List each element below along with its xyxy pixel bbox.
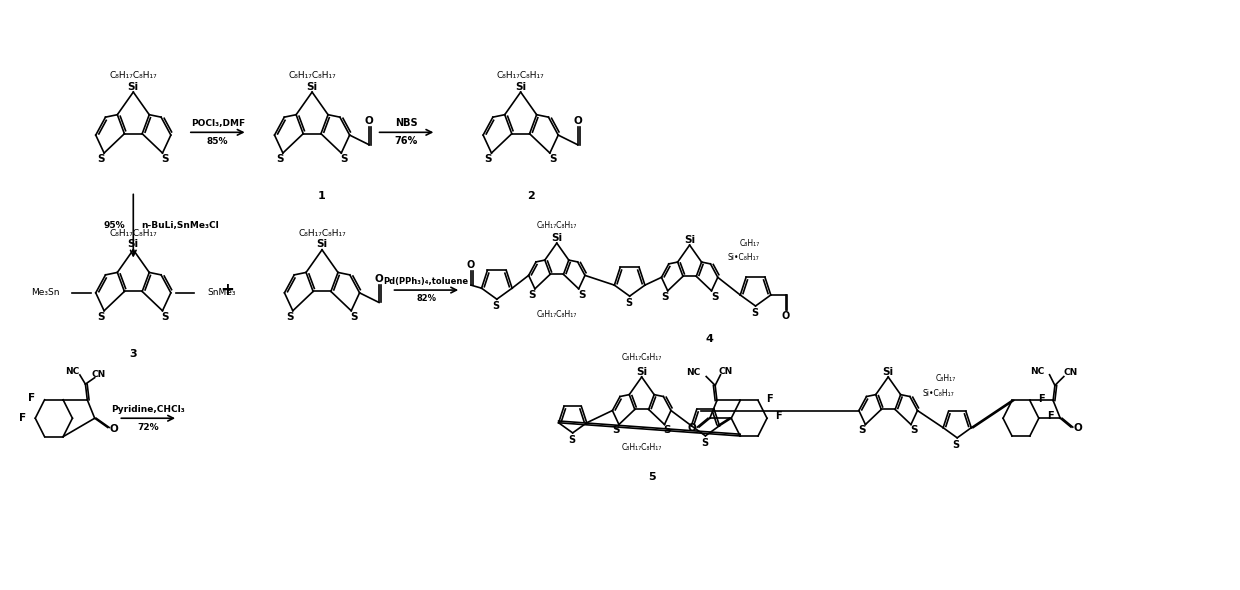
Text: CN: CN bbox=[92, 371, 105, 379]
Text: S: S bbox=[485, 154, 492, 164]
Text: O: O bbox=[374, 274, 383, 284]
Text: Si: Si bbox=[306, 81, 317, 91]
Text: O: O bbox=[1074, 423, 1083, 433]
Text: F: F bbox=[766, 394, 773, 404]
Text: S: S bbox=[858, 425, 867, 435]
Text: 85%: 85% bbox=[207, 137, 228, 146]
Text: S: S bbox=[341, 154, 348, 164]
Text: C₈H₁₇C₈H₁₇: C₈H₁₇C₈H₁₇ bbox=[298, 228, 346, 238]
Text: S: S bbox=[578, 290, 585, 300]
Text: POCl₃,DMF: POCl₃,DMF bbox=[191, 119, 244, 128]
Text: F: F bbox=[29, 393, 36, 403]
Text: 1: 1 bbox=[319, 191, 326, 201]
Text: 72%: 72% bbox=[138, 422, 159, 432]
Text: Si: Si bbox=[636, 366, 647, 376]
Text: S: S bbox=[351, 312, 358, 322]
Text: S: S bbox=[613, 425, 620, 435]
Text: Si: Si bbox=[515, 81, 526, 91]
Text: F: F bbox=[775, 411, 781, 421]
Text: 82%: 82% bbox=[417, 294, 436, 303]
Text: 5: 5 bbox=[647, 473, 656, 483]
Text: C₈H₁₇C₈H₁₇: C₈H₁₇C₈H₁₇ bbox=[109, 228, 157, 238]
Text: C₈H₁₇: C₈H₁₇ bbox=[739, 239, 759, 248]
Text: S: S bbox=[549, 154, 557, 164]
Text: NC: NC bbox=[66, 367, 79, 376]
Text: F: F bbox=[1038, 394, 1044, 404]
Text: C₈H₁₇C₈H₁₇: C₈H₁₇C₈H₁₇ bbox=[621, 353, 662, 362]
Text: O: O bbox=[688, 423, 697, 433]
Text: 3: 3 bbox=[129, 349, 138, 359]
Text: Si•C₈H₁₇: Si•C₈H₁₇ bbox=[728, 253, 759, 262]
Text: S: S bbox=[528, 290, 536, 300]
Text: NBS: NBS bbox=[396, 119, 418, 129]
Text: SnMe₃: SnMe₃ bbox=[207, 289, 236, 297]
Text: 4: 4 bbox=[706, 335, 713, 345]
Text: Si: Si bbox=[316, 240, 327, 250]
Text: Si: Si bbox=[128, 81, 139, 91]
Text: 95%: 95% bbox=[104, 221, 125, 231]
Text: S: S bbox=[286, 312, 294, 322]
Text: n-BuLi,SnMe₃Cl: n-BuLi,SnMe₃Cl bbox=[141, 221, 219, 231]
Text: Si: Si bbox=[552, 232, 563, 242]
Text: S: S bbox=[568, 435, 575, 445]
Text: Pyridine,CHCl₃: Pyridine,CHCl₃ bbox=[112, 405, 185, 414]
Text: NC: NC bbox=[1030, 367, 1044, 376]
Text: S: S bbox=[98, 154, 105, 164]
Text: S: S bbox=[663, 425, 671, 435]
Text: Si: Si bbox=[684, 235, 696, 245]
Text: S: S bbox=[98, 312, 105, 322]
Text: S: S bbox=[661, 291, 668, 301]
Text: O: O bbox=[781, 310, 790, 320]
Text: Me₃Sn: Me₃Sn bbox=[31, 289, 60, 297]
Text: Si•C₈H₁₇: Si•C₈H₁₇ bbox=[923, 389, 955, 398]
Text: F: F bbox=[1047, 411, 1053, 421]
Text: S: S bbox=[492, 301, 500, 311]
Text: S: S bbox=[701, 438, 708, 448]
Text: 2: 2 bbox=[527, 191, 534, 201]
Text: C₈H₁₇C₈H₁₇: C₈H₁₇C₈H₁₇ bbox=[497, 71, 544, 80]
Text: C₈H₁₇C₈H₁₇: C₈H₁₇C₈H₁₇ bbox=[288, 71, 336, 80]
Text: C₈H₁₇C₈H₁₇: C₈H₁₇C₈H₁₇ bbox=[109, 71, 157, 80]
Text: +: + bbox=[221, 281, 234, 299]
Text: Pd(PPh₃)₄,toluene: Pd(PPh₃)₄,toluene bbox=[383, 277, 469, 286]
Text: O: O bbox=[365, 116, 373, 126]
Text: C₈H₁₇: C₈H₁₇ bbox=[936, 374, 956, 384]
Text: S: S bbox=[711, 291, 718, 301]
Text: S: S bbox=[277, 154, 284, 164]
Text: NC: NC bbox=[687, 369, 701, 378]
Text: S: S bbox=[161, 312, 169, 322]
Text: C₈H₁₇C₈H₁₇: C₈H₁₇C₈H₁₇ bbox=[621, 443, 662, 453]
Text: S: S bbox=[161, 154, 169, 164]
Text: F: F bbox=[19, 413, 26, 423]
Text: Si: Si bbox=[883, 366, 894, 376]
Text: O: O bbox=[109, 424, 118, 434]
Text: C₈H₁₇C₈H₁₇: C₈H₁₇C₈H₁₇ bbox=[537, 221, 577, 231]
Text: 76%: 76% bbox=[394, 136, 418, 146]
Text: S: S bbox=[625, 298, 632, 308]
Text: S: S bbox=[952, 440, 960, 450]
Text: O: O bbox=[573, 116, 582, 126]
Text: S: S bbox=[751, 308, 758, 318]
Text: Si: Si bbox=[128, 240, 139, 250]
Text: C₈H₁₇C₈H₁₇: C₈H₁₇C₈H₁₇ bbox=[537, 310, 577, 319]
Text: CN: CN bbox=[1064, 369, 1078, 378]
Text: O: O bbox=[467, 260, 475, 270]
Text: S: S bbox=[910, 425, 918, 435]
Text: CN: CN bbox=[719, 367, 733, 376]
